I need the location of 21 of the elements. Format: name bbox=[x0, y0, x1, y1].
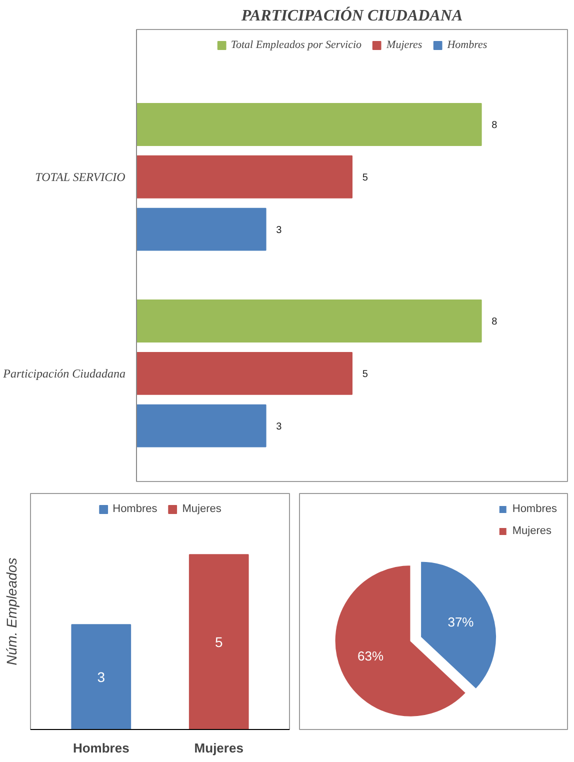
data-label: 63% bbox=[358, 648, 384, 664]
chart-title: PARTICIPACIÓN CIUDADANA bbox=[240, 6, 463, 24]
data-label: 5 bbox=[362, 368, 368, 380]
legend-label: Hombres bbox=[112, 503, 158, 515]
data-label: 5 bbox=[214, 634, 223, 650]
data-label: 3 bbox=[276, 421, 282, 432]
data-label: 37% bbox=[448, 614, 474, 630]
legend-label: Mujeres bbox=[386, 39, 422, 51]
y-tick-label: TOTAL SERVICIO bbox=[35, 170, 126, 184]
data-label: 8 bbox=[492, 120, 498, 131]
legend-label: Total Empleados por Servicio bbox=[230, 39, 362, 51]
y-axis-title: Núm. Empleados bbox=[4, 558, 20, 666]
data-label: 5 bbox=[362, 172, 368, 184]
data-label: 3 bbox=[276, 224, 282, 236]
data-label: 8 bbox=[492, 316, 498, 328]
legend-label: Mujeres bbox=[182, 503, 222, 515]
legend-label: Mujeres bbox=[512, 525, 552, 537]
legend-label: Hombres bbox=[447, 39, 488, 51]
data-label: 3 bbox=[97, 669, 106, 686]
y-tick-label: Participación Ciudadana bbox=[2, 366, 126, 380]
legend-label: Hombres bbox=[512, 503, 557, 515]
